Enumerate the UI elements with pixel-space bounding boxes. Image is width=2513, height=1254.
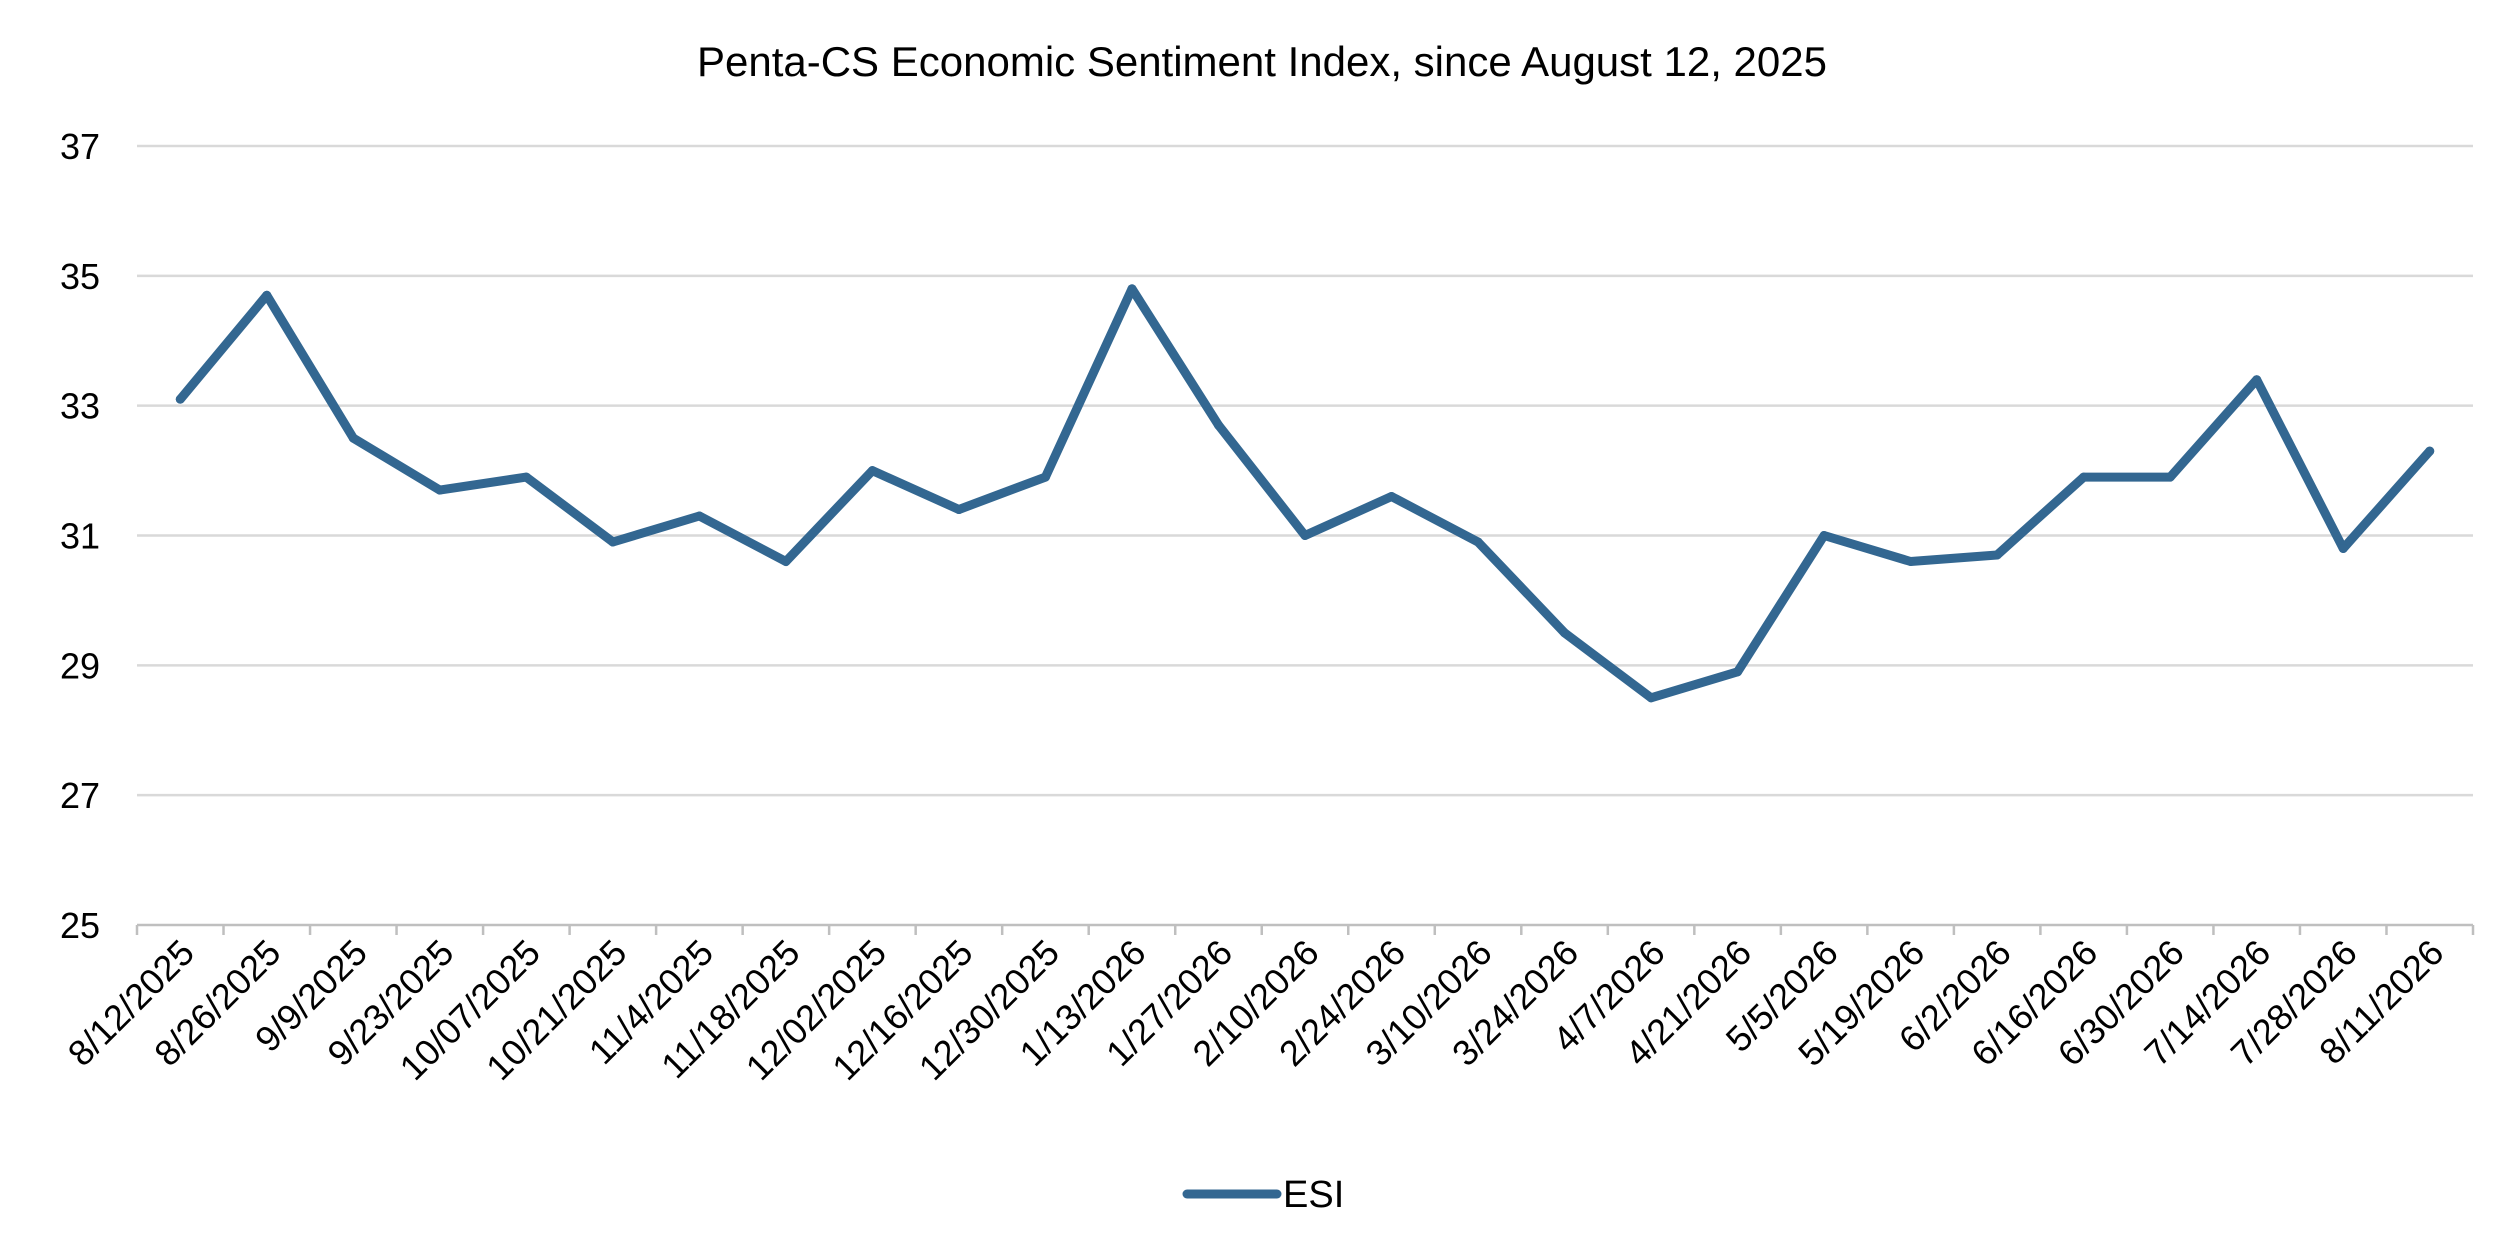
data-point-18	[1733, 667, 1743, 677]
series-layer	[175, 284, 2435, 703]
data-point-22	[2079, 472, 2089, 482]
x-axis-tick-labels: 8/12/20258/26/20259/9/20259/23/202510/07…	[60, 932, 2452, 1088]
data-point-7	[781, 556, 791, 566]
y-tick-label-33: 33	[60, 386, 100, 427]
data-point-20	[1906, 556, 1916, 566]
data-point-26	[2425, 446, 2435, 456]
data-point-19	[1819, 531, 1829, 540]
data-point-10	[1040, 472, 1050, 482]
y-axis-tick-labels: 25 27 29 31 33 35 37	[60, 126, 100, 946]
series-line-esi	[175, 284, 2435, 703]
data-point-23	[2165, 472, 2175, 482]
data-point-16	[1560, 628, 1570, 638]
data-point-8	[867, 466, 877, 476]
y-tick-label-29: 29	[60, 645, 100, 686]
data-point-14	[1387, 492, 1397, 502]
data-point-21	[1992, 550, 2002, 560]
chart-title: Penta-CS Economic Sentiment Index, since…	[697, 38, 1827, 85]
gridlines	[137, 144, 2473, 797]
legend: ESI	[1182, 1174, 1344, 1216]
data-point-25	[2338, 543, 2348, 553]
data-point-12	[1213, 420, 1223, 430]
data-point-15	[1473, 537, 1483, 547]
data-point-17	[1646, 693, 1656, 703]
data-point-3	[435, 485, 445, 495]
data-point-11	[1127, 284, 1137, 294]
x-axis	[135, 923, 2475, 935]
y-tick-label-25: 25	[60, 905, 100, 946]
y-tick-label-37: 37	[60, 126, 100, 167]
data-point-6	[694, 511, 704, 521]
data-point-13	[1300, 531, 1310, 540]
data-point-5	[608, 537, 618, 547]
data-point-2	[348, 433, 358, 443]
data-point-4	[521, 472, 531, 482]
y-tick-label-31: 31	[60, 516, 100, 557]
data-point-1	[262, 290, 272, 300]
y-tick-label-27: 27	[60, 775, 100, 816]
data-point-9	[954, 505, 964, 515]
y-tick-label-35: 35	[60, 256, 100, 297]
legend-label-esi: ESI	[1283, 1174, 1344, 1216]
data-point-0	[175, 394, 185, 404]
data-point-24	[2252, 375, 2262, 385]
